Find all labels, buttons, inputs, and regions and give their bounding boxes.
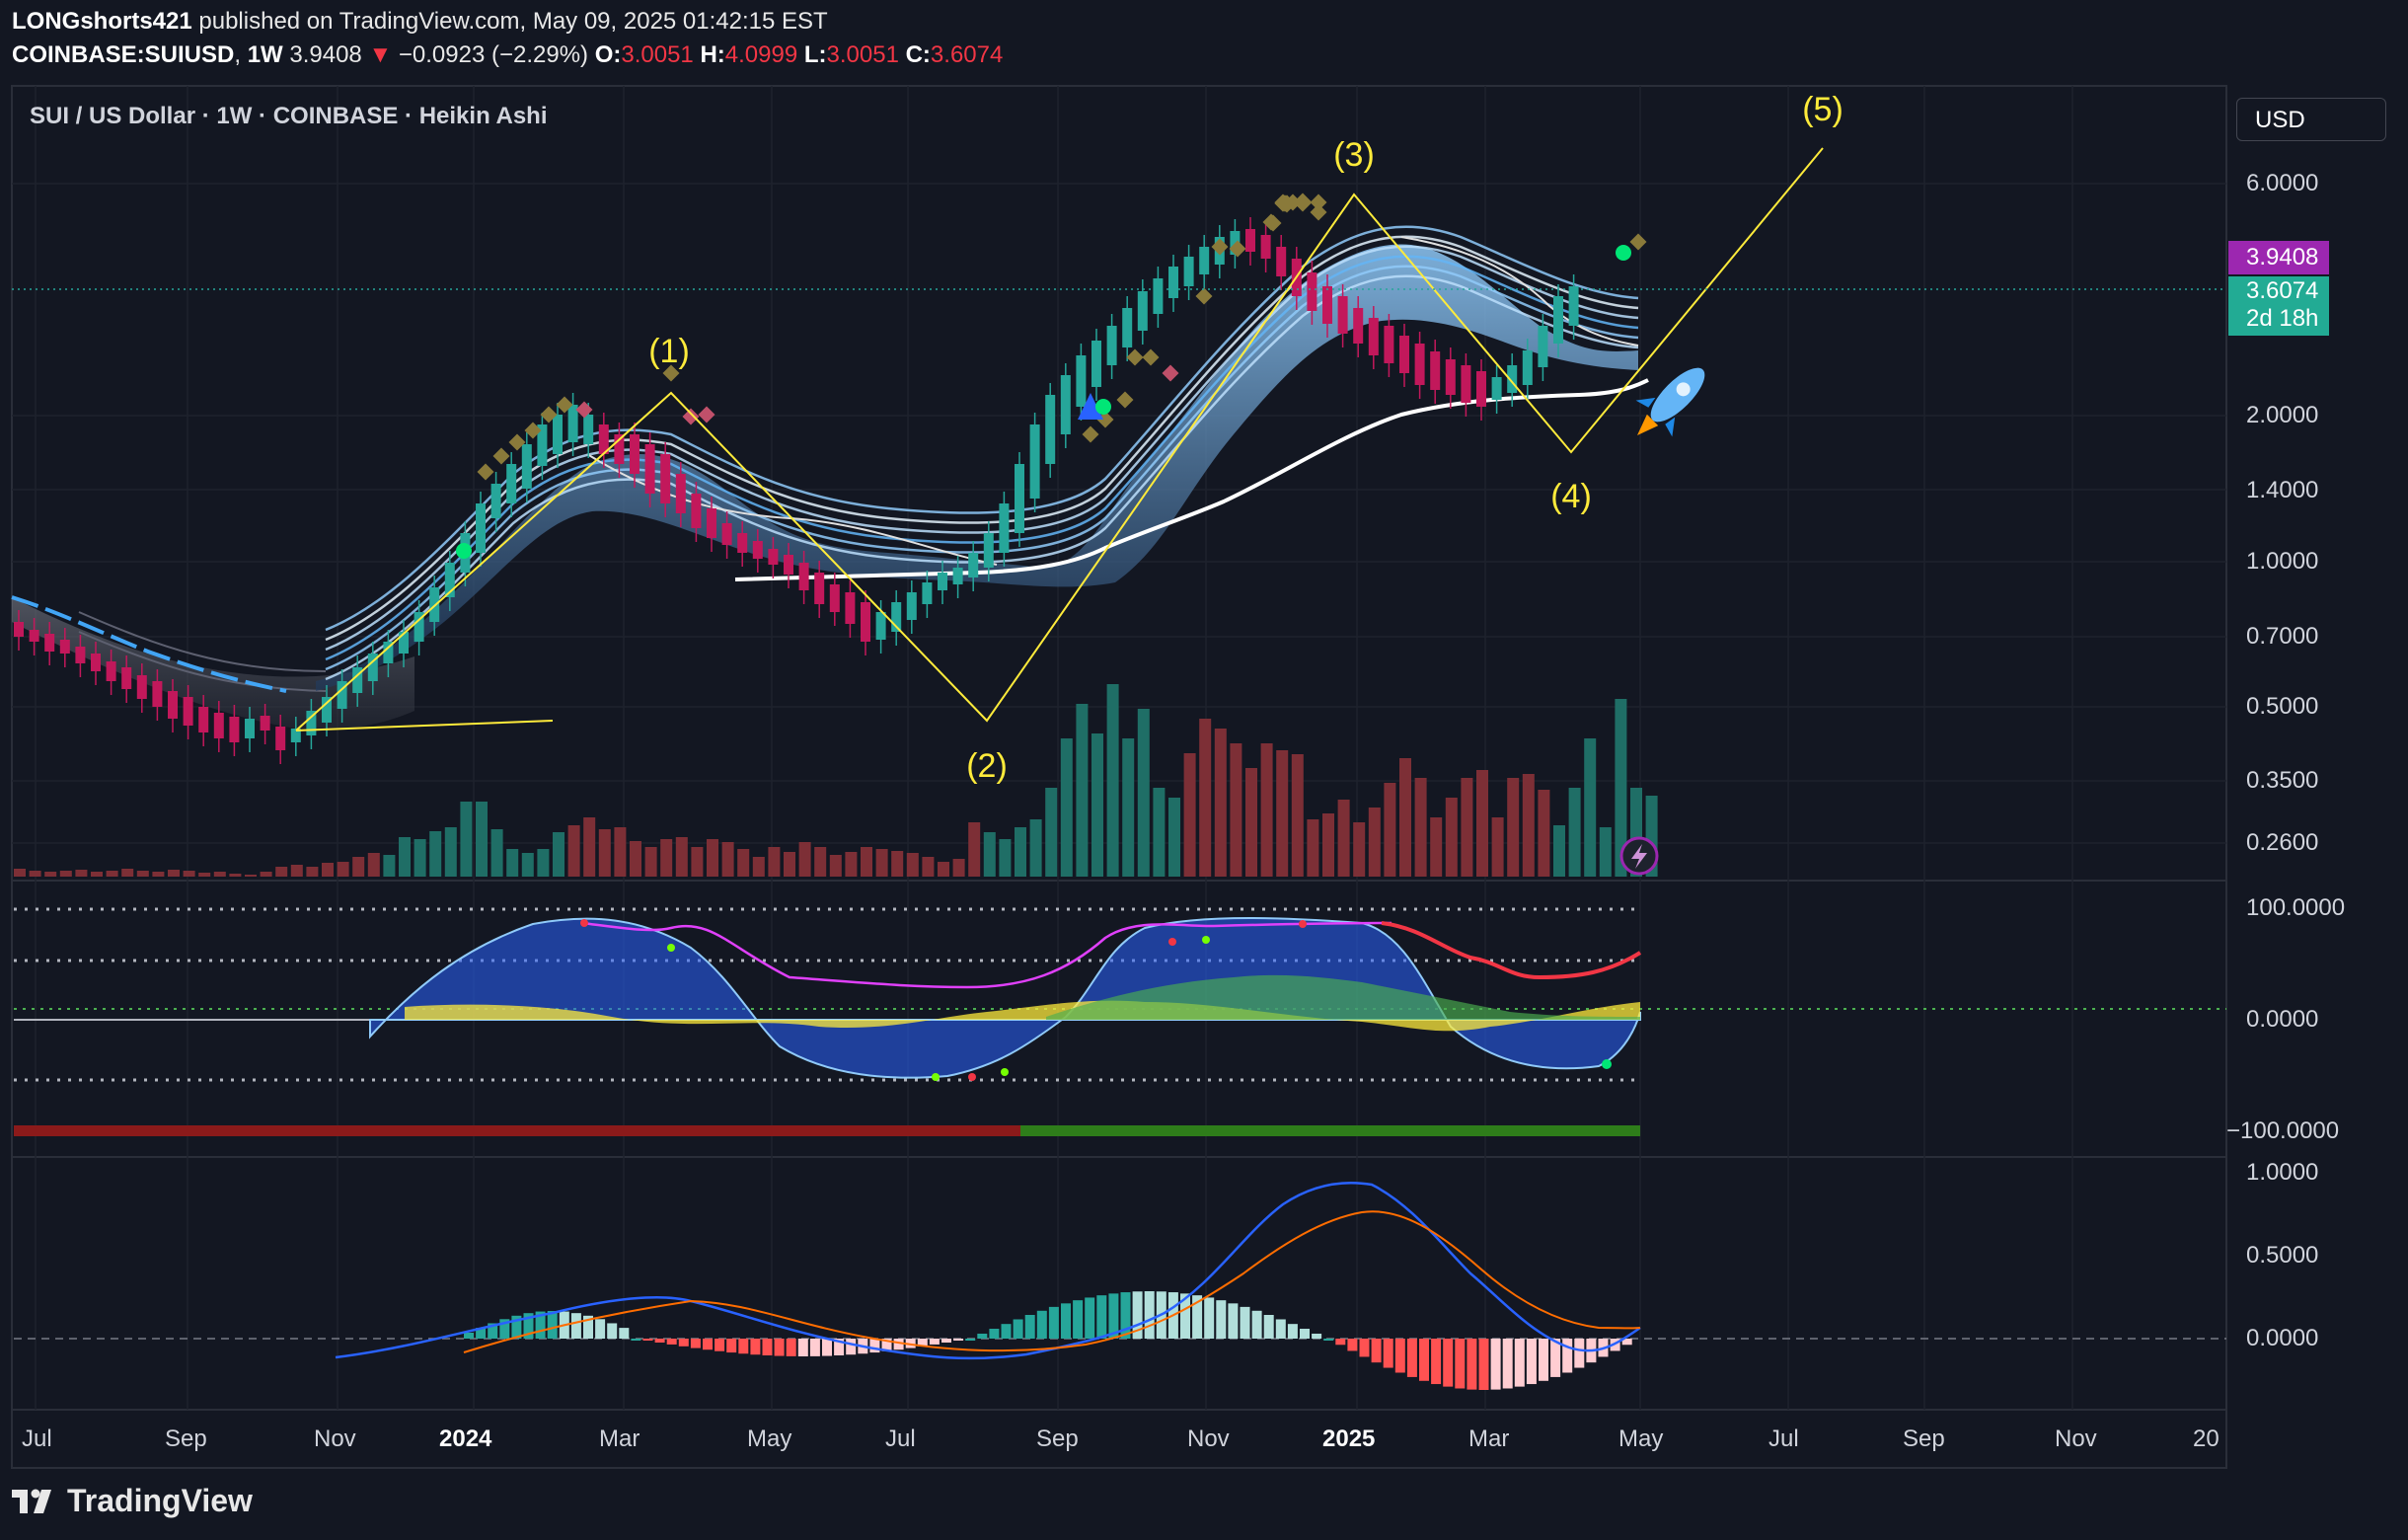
time-axis-label: Sep [1036,1425,1079,1452]
signal-dot-icon [1095,399,1111,415]
oscillator-wave-yellow [405,1000,1640,1032]
oscillator-tick-label: 100.0000 [2246,894,2346,921]
interval: 1W [247,41,283,68]
price-tick-label: 1.4000 [2246,477,2319,503]
macd-line-blue [335,1181,1641,1360]
oscillator-line-magenta [581,921,1392,989]
time-axis-label: Nov [314,1425,356,1452]
open-value: 3.0051 [621,41,694,68]
macd-histogram [464,1291,1632,1390]
currency-button[interactable]: USD [2236,98,2386,141]
publish-info: LONGshorts421 published on TradingView.c… [12,8,828,36]
elliott-wave-lines [295,147,1824,732]
ema-thin-white-2 [1400,236,1639,346]
oscillator-tick-label: −100.0000 [2226,1117,2340,1144]
price-tick-label: 0.3500 [2246,767,2319,794]
rocket-icon [1635,367,1705,437]
high-value: 4.0999 [724,41,798,68]
symbol-name[interactable]: COINBASE:SUIUSD [12,41,235,68]
time-axis-label: Nov [2055,1425,2097,1452]
tradingview-logo[interactable]: TradingView [12,1483,253,1519]
lightning-icon [1619,836,1659,876]
elliott-wave-labels: (1) (2) (3) (4) (5) [648,91,1844,785]
last-price: 3.9408 [289,41,362,68]
time-axis-label: Jul [22,1425,52,1452]
time-axis-label: 2024 [439,1425,492,1452]
time-axis-label: Jul [1768,1425,1799,1452]
trend-bar-red [14,1125,1020,1136]
close-label: C: [905,41,931,68]
wave-label-3: (3) [1333,136,1375,174]
time-axis-label: Mar [599,1425,640,1452]
chart-legend-title[interactable]: SUI / US Dollar · 1W · COINBASE · Heikin… [30,103,548,129]
wave-label-4: (4) [1550,478,1592,515]
macd-tick-label: 0.5000 [2246,1242,2319,1269]
heikin-ashi-candles [14,217,1579,764]
price-tick-label: 0.2600 [2246,829,2319,856]
macd-signal-orange [463,1210,1641,1353]
wave-label-1: (1) [648,333,690,370]
time-axis-label: 2025 [1322,1425,1376,1452]
time-axis-label: May [1618,1425,1664,1452]
wave-label-5: (5) [1802,91,1844,128]
macd-tick-label: 0.0000 [2246,1325,2319,1351]
last-price-tag: 3.9408 [2228,241,2329,274]
high-label: H: [700,41,725,68]
ma-ribbon-grey [12,597,414,731]
low-label: L: [803,41,827,68]
low-value: 3.0051 [826,41,899,68]
chart-grid [12,86,2226,1410]
time-axis-label: Jul [885,1425,916,1452]
pane-borders [11,85,2227,1469]
price-change: −0.0923 (−2.29%) [398,41,589,68]
countdown-tag: 2d 18h [2246,305,2319,332]
close-price-tag-box: 3.6074 2d 18h [2228,276,2329,336]
down-arrow-icon: ▼ [368,41,393,68]
time-axis-label: Mar [1468,1425,1510,1452]
publish-text: published on TradingView.com, May 09, 20… [198,8,828,35]
oscillator-line-red [1381,921,1642,980]
buy-triangle-icon [1078,393,1103,420]
time-axis-label: Nov [1187,1425,1230,1452]
price-tick-label: 2.0000 [2246,402,2319,428]
oscillator-wave-blue [369,917,1641,1079]
price-tick-label: 1.0000 [2246,548,2319,575]
price-tick-label: 6.0000 [2246,170,2319,196]
tradingview-logo-icon [12,1489,51,1513]
ma-ribbon-blue-1 [316,244,1638,691]
time-axis-label: Sep [165,1425,207,1452]
signal-dot-icon [456,543,472,559]
price-tick-label: 0.5000 [2246,693,2319,720]
oscillator-tick-label: 0.0000 [2246,1006,2319,1033]
macd-tick-label: 1.0000 [2246,1159,2319,1186]
time-axis-label: May [747,1425,792,1452]
brand-name: TradingView [67,1483,253,1518]
signal-dot-icon [1616,245,1631,261]
oscillator-dots [580,919,1612,1081]
time-axis-label: Sep [1903,1425,1945,1452]
price-tick-label: 0.7000 [2246,623,2319,650]
oscillator-wave-green [1046,974,1640,1020]
volume-bars [14,684,1658,877]
symbol-info: COINBASE:SUIUSD, 1W 3.9408 ▼ −0.0923 (−2… [12,41,1004,68]
wave-label-2: (2) [966,747,1008,785]
close-price-tag: 3.6074 [2246,277,2319,304]
author-name[interactable]: LONGshorts421 [12,8,192,35]
open-label: O: [594,41,622,68]
trend-bar-green [1020,1125,1640,1136]
time-axis-label: 20 [2193,1425,2220,1452]
close-value: 3.6074 [930,41,1004,68]
